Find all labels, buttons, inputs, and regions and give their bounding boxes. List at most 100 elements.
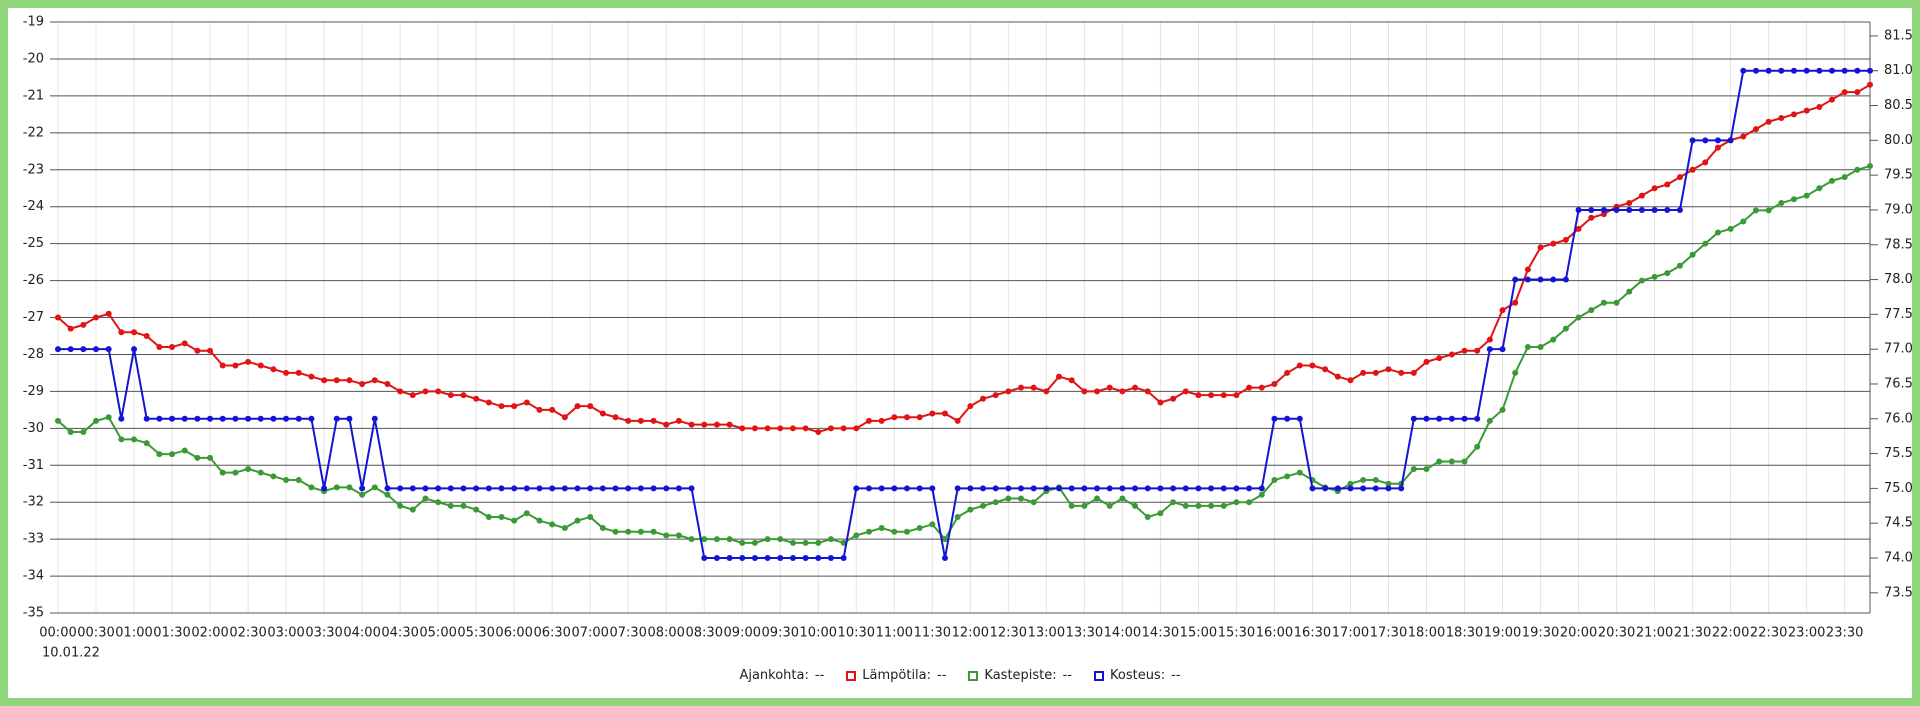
legend-value: -- bbox=[937, 668, 947, 683]
data-point bbox=[1828, 96, 1835, 103]
y2-tick-label: 80.5 bbox=[1884, 98, 1912, 113]
data-point bbox=[169, 415, 176, 422]
data-point bbox=[143, 440, 150, 447]
x-tick-label: 00:30 bbox=[77, 626, 114, 641]
data-point bbox=[55, 346, 61, 353]
data-point bbox=[1816, 67, 1823, 74]
data-point bbox=[1461, 415, 1468, 422]
data-point bbox=[587, 513, 594, 520]
x-tick-label: 22:30 bbox=[1750, 626, 1787, 641]
data-point bbox=[1043, 485, 1050, 492]
data-point bbox=[903, 528, 910, 535]
y-tick-label: -19 bbox=[23, 15, 44, 30]
y-tick-label: -32 bbox=[23, 495, 44, 510]
data-point bbox=[574, 403, 581, 410]
data-point bbox=[523, 485, 530, 492]
x-tick-label: 08:00 bbox=[647, 626, 684, 641]
data-point bbox=[93, 314, 100, 321]
x-tick-label: 02:30 bbox=[229, 626, 266, 641]
y-tick-label: -21 bbox=[23, 88, 44, 103]
data-point bbox=[1651, 206, 1658, 213]
data-point bbox=[1043, 388, 1050, 395]
data-point bbox=[1094, 485, 1101, 492]
legend-value: -- bbox=[1171, 668, 1181, 683]
data-point bbox=[1258, 485, 1265, 492]
data-point bbox=[1461, 458, 1468, 465]
data-point bbox=[1322, 366, 1329, 373]
data-point bbox=[1854, 67, 1861, 74]
data-point bbox=[359, 491, 366, 498]
x-tick-label: 17:30 bbox=[1370, 626, 1407, 641]
data-point bbox=[701, 536, 708, 543]
y-tick-label: -22 bbox=[23, 125, 44, 140]
data-point bbox=[1588, 206, 1595, 213]
x-tick-label: 08:30 bbox=[686, 626, 723, 641]
data-point bbox=[1626, 288, 1633, 295]
data-point bbox=[1626, 199, 1633, 206]
data-point bbox=[967, 485, 974, 492]
data-point bbox=[536, 485, 543, 492]
data-point bbox=[460, 502, 467, 509]
data-point bbox=[713, 421, 720, 428]
y-tick-label: -34 bbox=[23, 569, 44, 584]
data-point bbox=[1740, 133, 1747, 140]
y2-tick-label: 76.0 bbox=[1884, 411, 1912, 426]
data-point bbox=[916, 485, 923, 492]
data-point bbox=[67, 325, 74, 332]
data-point bbox=[270, 366, 277, 373]
data-point bbox=[283, 369, 290, 376]
y2-tick-label: 79.5 bbox=[1884, 168, 1912, 183]
data-point bbox=[1182, 388, 1189, 395]
data-point bbox=[105, 414, 112, 421]
data-point bbox=[1613, 299, 1620, 306]
data-point bbox=[1664, 206, 1671, 213]
data-point bbox=[219, 415, 226, 422]
data-point bbox=[1258, 491, 1265, 498]
data-point bbox=[118, 436, 125, 443]
data-point bbox=[371, 377, 378, 384]
data-point bbox=[1220, 485, 1227, 492]
x-tick-label: 13:00 bbox=[1028, 626, 1065, 641]
data-point bbox=[321, 485, 328, 492]
y-tick-label: -29 bbox=[23, 384, 44, 399]
data-point bbox=[1423, 358, 1430, 365]
data-point bbox=[511, 485, 518, 492]
data-point bbox=[1385, 485, 1392, 492]
data-point bbox=[1828, 177, 1835, 184]
data-point bbox=[1182, 485, 1189, 492]
data-point bbox=[55, 417, 61, 424]
y-tick-label: -26 bbox=[23, 273, 44, 288]
data-point bbox=[1562, 276, 1569, 283]
data-point bbox=[878, 485, 885, 492]
data-point bbox=[1867, 163, 1873, 170]
data-point bbox=[739, 555, 746, 562]
data-point bbox=[929, 521, 936, 528]
data-point bbox=[853, 425, 860, 432]
x-tick-label: 10:30 bbox=[838, 626, 875, 641]
data-point bbox=[80, 429, 87, 436]
data-point bbox=[1638, 206, 1645, 213]
data-point bbox=[283, 415, 290, 422]
data-point bbox=[1347, 480, 1354, 487]
data-point bbox=[1119, 388, 1126, 395]
data-point bbox=[1144, 513, 1151, 520]
data-point bbox=[599, 485, 606, 492]
data-point bbox=[536, 406, 543, 413]
data-point bbox=[1132, 384, 1139, 391]
data-point bbox=[1841, 89, 1848, 96]
x-tick-label: 21:00 bbox=[1636, 626, 1673, 641]
data-point bbox=[321, 377, 328, 384]
data-point bbox=[1220, 502, 1227, 509]
data-point bbox=[1170, 485, 1177, 492]
data-point bbox=[511, 403, 518, 410]
data-point bbox=[1486, 336, 1493, 343]
data-point bbox=[637, 528, 644, 535]
data-point bbox=[143, 415, 150, 422]
data-point bbox=[1195, 485, 1202, 492]
y2-tick-label: 76.5 bbox=[1884, 376, 1912, 391]
data-point bbox=[207, 454, 214, 461]
x-tick-label: 03:30 bbox=[305, 626, 342, 641]
frame: 00:00 00:30 01:00 01:30 02:00 02:30 03:00 03:30… bbox=[8, 8, 1912, 698]
data-point bbox=[1094, 495, 1101, 502]
data-point bbox=[1094, 388, 1101, 395]
